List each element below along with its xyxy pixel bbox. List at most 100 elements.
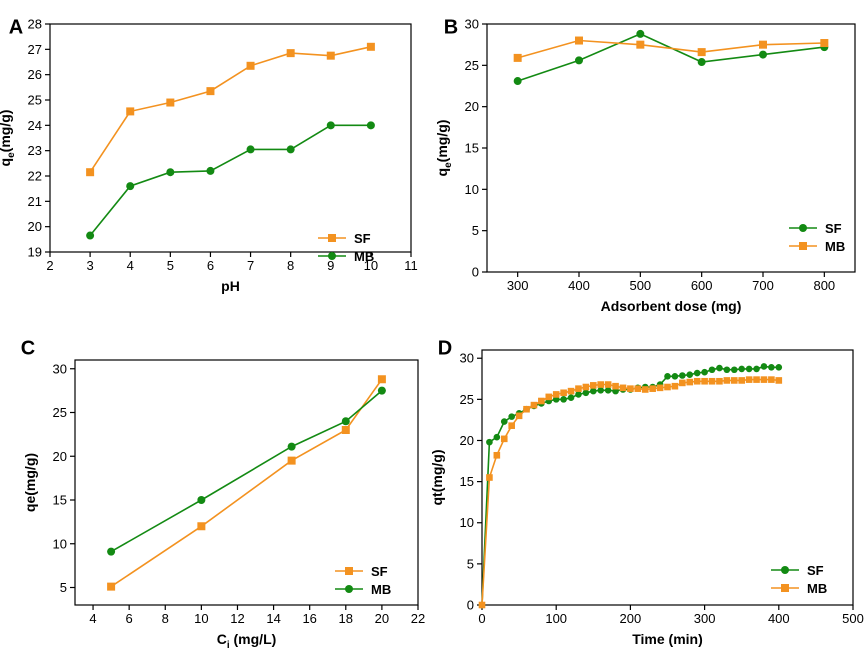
plot-frame xyxy=(486,23,856,273)
data-point xyxy=(126,107,135,116)
plot-frame xyxy=(74,359,419,606)
data-point xyxy=(523,405,530,413)
x-tick-label: 4 xyxy=(127,258,134,273)
data-point xyxy=(679,379,686,387)
legend: SF MB xyxy=(771,563,827,596)
legend-label: MB xyxy=(807,581,827,596)
data-point xyxy=(686,378,694,386)
x-tick-label: 2 xyxy=(46,258,53,273)
data-point xyxy=(604,387,612,394)
legend: SF MB xyxy=(335,564,391,597)
series-sf xyxy=(478,363,783,609)
x-tick-label: 18 xyxy=(339,611,353,626)
legend-marker xyxy=(328,234,336,242)
data-point xyxy=(723,377,731,384)
data-point xyxy=(636,29,645,38)
data-point xyxy=(649,385,656,392)
y-axis-label: qe(mg/g) xyxy=(434,120,454,177)
data-point xyxy=(197,522,206,531)
y-tick-label: 0 xyxy=(472,265,479,280)
y-tick-label: 0 xyxy=(467,598,474,613)
x-tick-label: 300 xyxy=(694,611,716,626)
data-point xyxy=(545,393,553,401)
x-tick-label: 6 xyxy=(126,611,133,626)
data-point xyxy=(753,365,760,373)
y-tick-label: 15 xyxy=(53,493,67,508)
y-axis-label: qe(mg/g) xyxy=(22,453,38,512)
data-point xyxy=(679,372,686,379)
y-tick-label: 28 xyxy=(28,17,42,32)
x-tick-label: 400 xyxy=(768,611,790,626)
x-tick-label: 0 xyxy=(478,611,485,626)
y-tick-label: 30 xyxy=(53,361,67,376)
data-point xyxy=(775,363,783,371)
data-point xyxy=(326,51,335,60)
series-mb xyxy=(107,386,386,556)
data-point xyxy=(693,369,701,377)
data-point xyxy=(708,377,716,385)
data-point xyxy=(287,442,296,451)
data-point xyxy=(341,417,350,426)
y-tick-label: 27 xyxy=(28,42,42,57)
series-line xyxy=(481,365,779,606)
data-point xyxy=(768,376,775,383)
x-tick-label: 20 xyxy=(375,611,389,626)
y-tick-label: 15 xyxy=(460,474,474,489)
x-tick-label: 7 xyxy=(247,258,254,273)
data-point xyxy=(590,382,597,389)
legend-label: MB xyxy=(354,249,374,264)
legend-label: SF xyxy=(825,221,842,236)
data-point xyxy=(716,377,723,385)
x-tick-label: 9 xyxy=(327,258,334,273)
legend-marker xyxy=(345,585,353,593)
data-point xyxy=(246,145,255,154)
x-tick-label: 8 xyxy=(287,258,294,273)
panel-B: B 300 400 500 600 700 800 0 5 10 15 20 25 30 Adsorbent… xyxy=(434,16,856,314)
data-point xyxy=(500,418,508,425)
x-tick-label: 8 xyxy=(162,611,169,626)
y-tick-label: 30 xyxy=(460,351,474,366)
data-point xyxy=(366,121,375,130)
data-point xyxy=(664,383,671,391)
data-point xyxy=(575,391,582,398)
data-point xyxy=(582,389,590,397)
data-point xyxy=(701,368,708,376)
data-point xyxy=(287,456,296,465)
x-tick-label: 400 xyxy=(568,278,590,293)
y-tick-label: 10 xyxy=(53,536,67,551)
data-point xyxy=(246,61,255,70)
y-tick-label: 20 xyxy=(460,433,474,448)
data-point xyxy=(760,363,768,370)
y-tick-label: 5 xyxy=(60,580,67,595)
legend-marker xyxy=(781,566,789,574)
series-sf xyxy=(107,375,386,591)
data-point xyxy=(759,50,767,59)
data-point xyxy=(478,601,486,609)
data-point xyxy=(493,451,501,459)
data-point xyxy=(759,40,767,49)
data-point xyxy=(530,401,538,409)
legend-marker xyxy=(781,584,789,592)
data-point xyxy=(701,377,708,385)
legend-label: SF xyxy=(354,231,371,246)
x-tick-label: 5 xyxy=(167,258,174,273)
x-tick-label: 700 xyxy=(752,278,774,293)
data-point xyxy=(575,385,582,392)
data-point xyxy=(166,168,175,177)
x-tick-label: 6 xyxy=(207,258,214,273)
data-point xyxy=(575,56,583,65)
data-point xyxy=(500,435,508,443)
data-point xyxy=(538,397,545,405)
data-point xyxy=(745,376,753,383)
y-tick-label: 23 xyxy=(28,143,42,158)
data-point xyxy=(686,371,694,378)
data-point xyxy=(597,381,605,388)
legend-marker xyxy=(328,252,336,260)
x-tick-label: 11 xyxy=(404,258,418,273)
panel-C: C 4 6 8 10 12 14 16 18 20 22 5 10 15 20 25 30 Ci (mg/L) qe… xyxy=(21,337,425,651)
data-point xyxy=(671,373,679,380)
y-tick-label: 24 xyxy=(28,118,42,133)
data-point xyxy=(634,385,642,392)
data-point xyxy=(107,547,116,556)
